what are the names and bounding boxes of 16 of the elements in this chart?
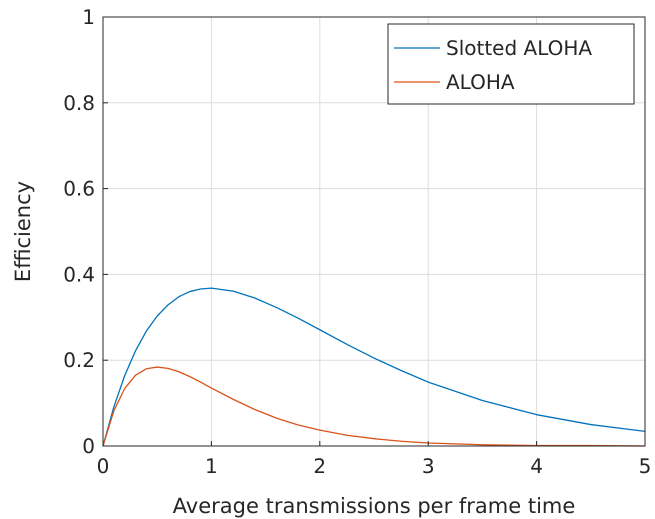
y-tick-label: 0.6 <box>63 176 95 201</box>
x-tick-label: 5 <box>638 454 652 478</box>
x-tick-label: 4 <box>530 454 543 478</box>
y-axis-title: Efficiency <box>11 180 35 282</box>
y-tick-label: 0.2 <box>63 348 95 372</box>
y-tick-label: 0.4 <box>63 262 95 286</box>
x-tick-label: 0 <box>96 454 110 478</box>
x-tick-label: 1 <box>205 454 218 478</box>
x-axis-title: Average transmissions per frame time <box>172 494 576 518</box>
y-tick-label: 1 <box>82 5 95 29</box>
legend-label: ALOHA <box>446 70 515 94</box>
y-tick-label: 0.8 <box>63 90 95 115</box>
x-tick-label: 3 <box>422 454 435 478</box>
y-tick-label: 0 <box>82 434 95 458</box>
legend-label: Slotted ALOHA <box>446 36 592 60</box>
x-tick-label: 2 <box>313 454 326 478</box>
